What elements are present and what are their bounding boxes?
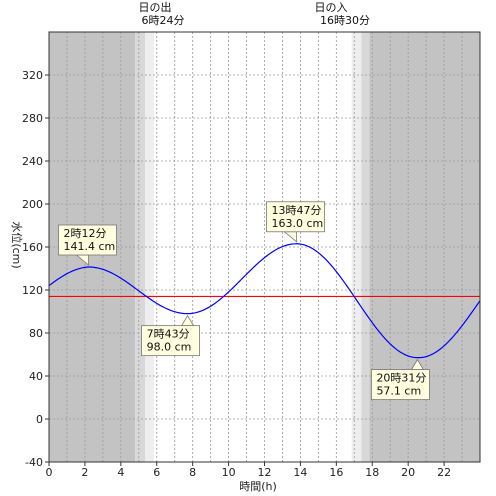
tide-series-line xyxy=(48,243,481,359)
sun-labels: 日の出 6時24分 日の入 16時30分 xyxy=(139,0,371,27)
callout-time: 20時31分 xyxy=(376,372,426,385)
y-tick-label: 120 xyxy=(22,284,43,297)
x-tick-label: 4 xyxy=(117,466,124,479)
x-tick-label: 2 xyxy=(81,466,88,479)
callout-box xyxy=(371,369,430,401)
tide-series-layer xyxy=(48,243,481,359)
twilight-band-dawn-outer xyxy=(135,32,146,462)
callout-box xyxy=(141,325,200,357)
callout-box xyxy=(58,224,117,256)
sunset-time: 16時30分 xyxy=(320,14,370,27)
y-tick-label: 80 xyxy=(29,327,43,340)
callout-box xyxy=(266,201,325,233)
callout-time: 13時47分 xyxy=(272,204,322,217)
y-tick-label: 240 xyxy=(22,155,43,168)
sunset-label: 日の入 xyxy=(315,1,348,14)
x-axis-label: 時間(h) xyxy=(239,480,277,493)
x-tick-label: 10 xyxy=(222,466,236,479)
y-tick-label: -40 xyxy=(25,456,43,469)
x-tick-label: 12 xyxy=(258,466,272,479)
sunrise-time: 6時24分 xyxy=(142,14,185,27)
x-tick-label: 0 xyxy=(46,466,53,479)
y-tick-label: 200 xyxy=(22,198,43,211)
x-tick-label: 22 xyxy=(437,466,451,479)
y-tick-label: 40 xyxy=(29,370,43,383)
tick-labels: 0 2 4 6 8 10 12 14 16 18 20 22-40040801201602002402… xyxy=(22,69,451,479)
x-tick-label: 18 xyxy=(365,466,379,479)
sunrise-label: 日の出 xyxy=(139,0,172,14)
x-tick-label: 16 xyxy=(329,466,343,479)
y-tick-label: 160 xyxy=(22,241,43,254)
callout-value: 57.1 cm xyxy=(376,385,421,398)
callout-value: 163.0 cm xyxy=(272,217,324,230)
y-tick-label: 280 xyxy=(22,112,43,125)
x-tick-label: 14 xyxy=(293,466,307,479)
callout-value: 141.4 cm xyxy=(64,240,116,253)
y-tick-label: 320 xyxy=(22,69,43,82)
callout-time: 7時43分 xyxy=(147,328,190,341)
callout-time: 2時12分 xyxy=(64,227,107,240)
y-axis-label: 水位(cm) xyxy=(10,221,24,268)
twilight-band-dusk-inner xyxy=(351,32,362,462)
x-tick-label: 8 xyxy=(189,466,196,479)
y-tick-label: 0 xyxy=(36,413,43,426)
x-tick-label: 20 xyxy=(401,466,415,479)
callout-value: 98.0 cm xyxy=(147,341,192,354)
x-tick-label: 6 xyxy=(153,466,160,479)
